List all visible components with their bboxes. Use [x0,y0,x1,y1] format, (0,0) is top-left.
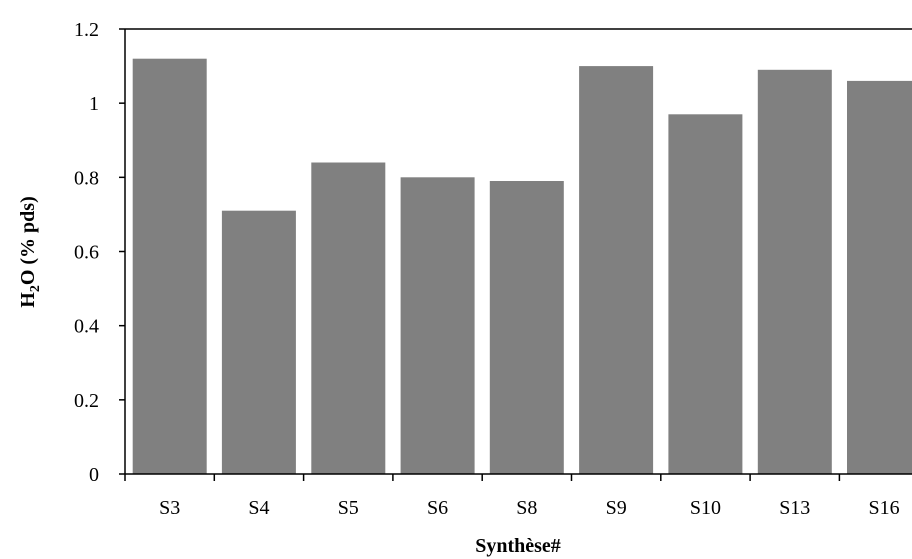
x-tick-label: S5 [338,497,359,519]
y-tick-label: 0.8 [74,167,99,189]
x-tick-label: S4 [248,497,269,519]
bar-s3 [132,58,207,474]
bar-s10 [668,114,743,475]
y-tick-label: 1 [89,93,99,115]
y-tick-label: 0.4 [74,316,99,338]
x-tick-label: S8 [516,497,537,519]
bar-s13 [757,69,832,475]
bar-s9 [579,66,654,474]
x-ticks-group: S3 S4 S5 S6 S8 S9 S10 S13 S16 [124,474,900,519]
bar-s16 [847,80,912,475]
x-tick-label: S13 [779,497,810,519]
x-tick-label: S9 [606,497,627,519]
bars-group [132,58,912,475]
x-tick-label: S16 [868,497,899,519]
y-axis-title-subscript: 2 [28,285,43,292]
bar-s6 [400,177,475,475]
x-axis-title: Synthèse# [475,535,561,557]
bar-s8 [489,181,564,474]
y-tick-label: 0.6 [74,242,99,264]
y-axis-title-prefix: H [17,292,39,308]
bar-s4 [221,210,296,474]
y-axis-title-suffix: O (% pds) [17,196,39,285]
x-tick-label: S10 [690,497,721,519]
y-tick-label: 0.2 [74,390,99,412]
y-ticks-group: 0 0.2 0.4 0.6 0.8 1 1.2 [74,19,125,486]
y-axis-title: H2O (% pds) [17,196,43,307]
bar-s5 [311,162,386,474]
x-tick-label: S6 [427,497,448,519]
y-tick-label: 0 [89,464,99,486]
x-tick-label: S3 [159,497,180,519]
y-tick-label: 1.2 [74,19,99,41]
